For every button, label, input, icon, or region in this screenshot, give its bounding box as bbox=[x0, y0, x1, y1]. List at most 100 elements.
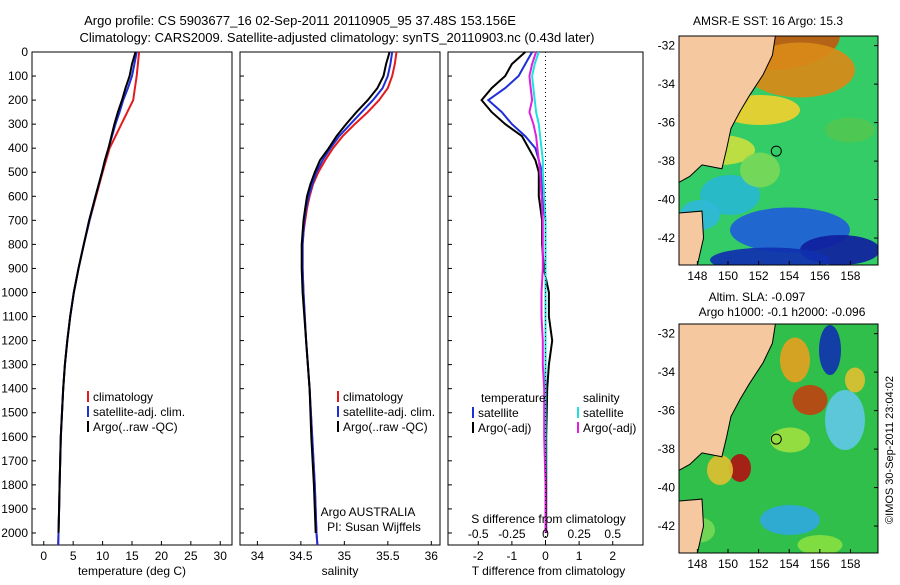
lat-tick-label: -34 bbox=[658, 77, 676, 91]
sla-patch bbox=[797, 535, 843, 553]
credit: ©IMOS 30-Sep-2011 23:04:02 bbox=[884, 376, 896, 524]
legend-entry: satellite bbox=[583, 406, 624, 420]
sla-patch bbox=[707, 455, 733, 485]
sla-patch bbox=[792, 385, 828, 415]
lat-tick-label: -42 bbox=[658, 519, 676, 533]
annotation-pi: PI: Susan Wijffels bbox=[327, 520, 421, 534]
lon-tick-label: 152 bbox=[749, 557, 769, 571]
x-tick-label: 36 bbox=[425, 549, 439, 563]
lon-tick-label: 158 bbox=[840, 269, 860, 283]
lon-tick-label: 152 bbox=[749, 269, 769, 283]
lat-tick-label: -42 bbox=[658, 231, 676, 245]
sla-patch bbox=[760, 505, 820, 535]
s-tick-label: -0.5 bbox=[468, 527, 489, 541]
title-line2: Climatology: CARS2009. Satellite-adjuste… bbox=[80, 30, 595, 45]
lon-tick-label: 154 bbox=[779, 557, 799, 571]
x-tick-label: 0 bbox=[40, 549, 47, 563]
depth-tick-label: 1000 bbox=[1, 285, 28, 299]
lon-tick-label: 150 bbox=[718, 269, 738, 283]
lat-tick-label: -32 bbox=[658, 39, 676, 53]
depth-tick-label: 300 bbox=[8, 117, 28, 131]
s-tick-label: 0.5 bbox=[604, 527, 621, 541]
series-line-2 bbox=[57, 51, 137, 534]
lon-tick-label: 148 bbox=[687, 557, 707, 571]
sla-patch bbox=[825, 390, 865, 450]
sla-patch bbox=[770, 427, 810, 453]
sla-patch bbox=[780, 337, 810, 383]
depth-tick-label: 200 bbox=[8, 93, 28, 107]
salinity-panel: 34 34.5 35 35.5 36 salinity climatologysatelli… bbox=[239, 51, 441, 578]
series-line-3 bbox=[528, 51, 547, 533]
x-tick-label: 35 bbox=[338, 549, 352, 563]
legend-entry: Argo(-adj) bbox=[583, 421, 636, 435]
lon-tick-label: 158 bbox=[840, 557, 860, 571]
legend-title-temperature: temperature bbox=[481, 391, 546, 405]
plot-frame bbox=[239, 51, 441, 546]
legend-entry: satellite-adj. clim. bbox=[343, 405, 435, 419]
depth-tick-label: 100 bbox=[8, 69, 28, 83]
depth-tick-label: 1900 bbox=[1, 502, 28, 516]
lon-tick-label: 150 bbox=[718, 557, 738, 571]
float-marker bbox=[770, 433, 782, 445]
land-tasmania bbox=[679, 498, 705, 553]
lat-tick-label: -34 bbox=[658, 365, 676, 379]
legend-entry: Argo(..raw -QC) bbox=[93, 420, 178, 434]
plot-frame bbox=[31, 51, 233, 546]
depth-tick-label: 500 bbox=[8, 165, 28, 179]
x-axis-label: T difference from climatology bbox=[472, 564, 626, 578]
lon-tick-label: 148 bbox=[687, 269, 707, 283]
sla-patch bbox=[819, 325, 841, 375]
x-tick-label: 5 bbox=[70, 549, 77, 563]
series-line-1 bbox=[480, 51, 554, 533]
land-tasmania bbox=[679, 210, 705, 265]
legend-entry: Argo(-adj) bbox=[478, 421, 531, 435]
sla-title-line1: Altim. SLA: -0.097 bbox=[709, 290, 806, 304]
x-tick-label: 30 bbox=[214, 549, 228, 563]
sst-patch bbox=[825, 117, 875, 143]
lon-tick-label: 156 bbox=[810, 269, 830, 283]
depth-tick-label: 0 bbox=[21, 45, 28, 59]
sla-title-line2: Argo h1000: -0.1 h2000: -0.096 bbox=[699, 305, 866, 319]
x-tick-label: 34 bbox=[251, 549, 265, 563]
depth-tick-label: 1700 bbox=[1, 454, 28, 468]
depth-tick-label: 1200 bbox=[1, 334, 28, 348]
s-axis-label: S difference from climatology bbox=[471, 512, 626, 526]
x-tick-label: 1 bbox=[576, 549, 583, 563]
temperature-panel: 0100200300400500600700800900100011001200… bbox=[1, 45, 233, 578]
depth-tick-label: 1400 bbox=[1, 382, 28, 396]
depth-tick-label: 1600 bbox=[1, 430, 28, 444]
map-frame bbox=[678, 35, 879, 266]
legend-title-salinity: salinity bbox=[583, 391, 620, 405]
legend-entry: climatology bbox=[93, 390, 153, 404]
x-tick-label: 0 bbox=[542, 549, 549, 563]
annotation-institution: Argo AUSTRALIA bbox=[321, 505, 416, 519]
s-tick-label: 0 bbox=[542, 527, 549, 541]
lat-tick-label: -36 bbox=[658, 404, 676, 418]
lat-tick-label: -40 bbox=[658, 193, 676, 207]
legend-entry: Argo(..raw -QC) bbox=[343, 420, 428, 434]
title-line1: Argo profile: CS 5903677_16 02-Sep-2011 … bbox=[84, 13, 516, 28]
difference-panel: -2 -1 0 1 2 -0.5 -0.25 0 0.25 0.5S difference fro… bbox=[447, 51, 644, 578]
x-tick-label: -1 bbox=[507, 549, 518, 563]
s-tick-label: -0.25 bbox=[498, 527, 526, 541]
x-tick-label: 34.5 bbox=[289, 549, 313, 563]
depth-tick-label: 800 bbox=[8, 237, 28, 251]
sst-map-title: AMSR-E SST: 16 Argo: 15.3 bbox=[693, 14, 843, 28]
lat-tick-label: -38 bbox=[658, 154, 676, 168]
depth-tick-label: 1100 bbox=[2, 310, 28, 324]
legend-entry: satellite-adj. clim. bbox=[93, 405, 185, 419]
lon-tick-label: 156 bbox=[810, 557, 830, 571]
x-tick-label: 25 bbox=[184, 549, 198, 563]
sla-map-panel: 148 150 152 154 156 158 -32 -34 -36 -38 -40 -42 Alti… bbox=[658, 290, 879, 571]
sla-patch bbox=[845, 367, 865, 393]
sst-patch bbox=[745, 42, 855, 98]
land-mainland bbox=[679, 36, 776, 183]
map-frame bbox=[678, 323, 879, 554]
depth-tick-label: 2000 bbox=[1, 526, 28, 540]
sst-patch bbox=[740, 152, 780, 188]
lat-tick-label: -32 bbox=[658, 327, 676, 341]
legend-entry: climatology bbox=[343, 390, 403, 404]
sst-patch bbox=[710, 247, 830, 265]
depth-tick-label: 900 bbox=[8, 261, 28, 275]
x-tick-label: 2 bbox=[609, 549, 616, 563]
